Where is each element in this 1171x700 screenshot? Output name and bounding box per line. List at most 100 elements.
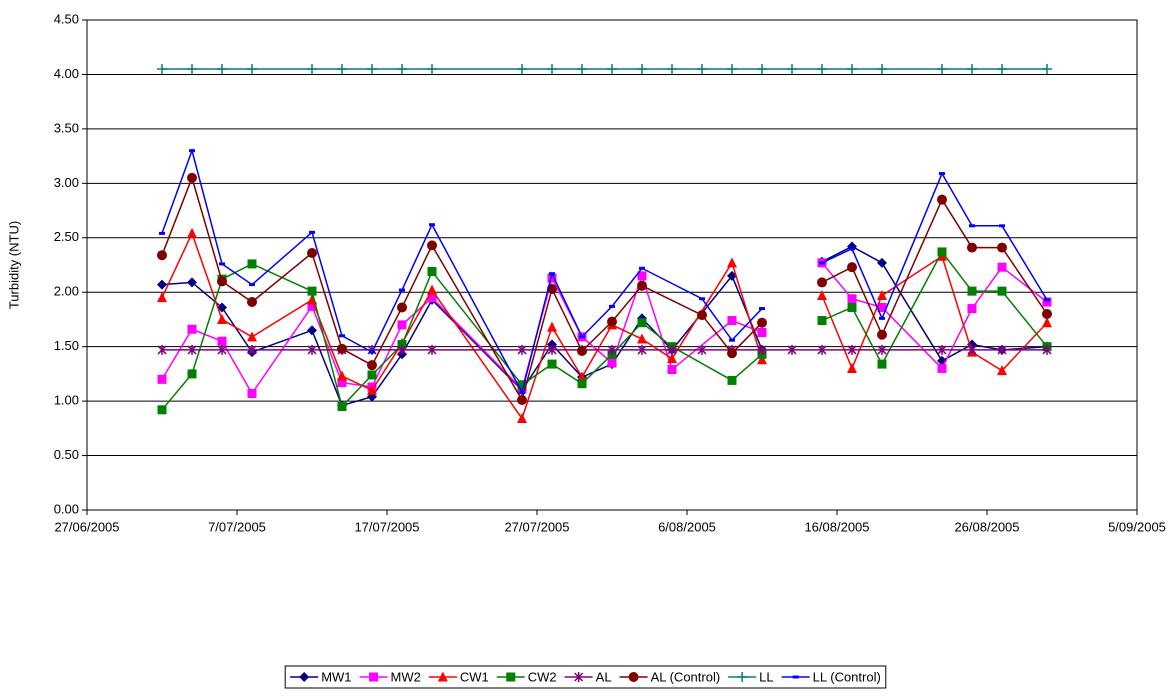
marker	[967, 242, 977, 253]
marker	[217, 344, 227, 355]
marker	[727, 375, 737, 385]
x-tick-label: 26/08/2005	[954, 519, 1019, 534]
marker	[697, 310, 707, 321]
marker	[247, 388, 257, 398]
marker	[187, 344, 197, 355]
marker	[967, 344, 977, 355]
marker	[817, 64, 827, 74]
legend-label: AL (Control)	[651, 669, 721, 684]
marker	[847, 344, 857, 355]
marker	[939, 172, 945, 176]
marker	[577, 371, 587, 382]
marker	[249, 283, 255, 287]
marker	[607, 344, 617, 355]
marker	[847, 362, 857, 373]
y-tick-label: 1.50	[54, 338, 79, 353]
marker	[757, 317, 767, 328]
marker	[367, 64, 377, 74]
marker	[697, 344, 707, 355]
marker	[397, 302, 407, 313]
marker	[1042, 64, 1052, 74]
marker	[517, 395, 527, 406]
marker	[519, 390, 525, 394]
marker	[427, 240, 437, 251]
legend-marker	[792, 675, 799, 679]
marker	[969, 224, 975, 228]
x-tick-label: 5/09/2005	[1108, 519, 1166, 534]
x-tick-label: 16/08/2005	[804, 519, 869, 534]
marker	[547, 359, 557, 369]
marker	[217, 336, 227, 346]
marker	[247, 297, 257, 308]
y-axis-label: Turbidity (NTU)	[6, 221, 21, 309]
marker	[189, 149, 195, 153]
marker	[1042, 309, 1052, 319]
marker	[697, 64, 707, 74]
legend-marker	[628, 672, 639, 682]
marker	[427, 284, 437, 295]
marker	[337, 370, 347, 381]
marker	[517, 380, 527, 390]
marker	[427, 64, 437, 74]
legend-label: CW1	[460, 669, 489, 684]
marker	[637, 344, 647, 355]
marker	[729, 338, 735, 342]
marker	[337, 64, 347, 74]
marker	[577, 379, 587, 389]
marker	[967, 304, 977, 314]
marker	[607, 358, 617, 368]
legend-label: LL (Control)	[813, 669, 881, 684]
y-tick-label: 0.00	[54, 501, 79, 516]
marker	[1042, 317, 1052, 328]
marker	[429, 223, 435, 227]
marker	[217, 64, 227, 74]
marker	[997, 344, 1007, 355]
marker	[997, 286, 1007, 296]
y-tick-label: 4.50	[54, 11, 79, 26]
marker	[937, 344, 947, 355]
legend-marker	[574, 672, 584, 682]
marker	[847, 64, 857, 74]
marker	[187, 369, 197, 379]
marker	[849, 247, 855, 251]
marker	[999, 224, 1005, 228]
marker	[819, 261, 825, 265]
marker	[399, 288, 405, 292]
marker	[997, 64, 1007, 74]
marker	[757, 354, 767, 365]
marker	[187, 227, 197, 238]
y-tick-label: 4.00	[54, 66, 79, 81]
marker	[1044, 298, 1050, 302]
marker	[607, 64, 617, 74]
marker	[547, 273, 557, 283]
marker	[517, 413, 527, 424]
marker	[637, 64, 647, 74]
legend-label: CW2	[528, 669, 557, 684]
marker	[757, 328, 767, 338]
x-tick-label: 17/07/2005	[354, 519, 419, 534]
marker	[637, 271, 647, 281]
marker	[877, 302, 887, 312]
marker	[847, 302, 857, 312]
marker	[187, 324, 197, 334]
marker	[607, 316, 617, 327]
marker	[879, 316, 885, 320]
marker	[937, 64, 947, 74]
marker	[397, 344, 407, 355]
marker	[609, 304, 615, 308]
marker	[427, 293, 437, 303]
marker	[759, 307, 765, 311]
marker	[787, 64, 797, 74]
y-tick-label: 1.00	[54, 393, 79, 408]
marker	[967, 286, 977, 296]
marker	[877, 359, 887, 369]
marker	[699, 297, 705, 301]
marker	[217, 302, 227, 313]
marker	[967, 64, 977, 74]
legend-marker	[369, 672, 379, 682]
marker	[1042, 344, 1052, 355]
marker	[727, 64, 737, 74]
marker	[307, 286, 317, 296]
marker	[847, 262, 857, 273]
